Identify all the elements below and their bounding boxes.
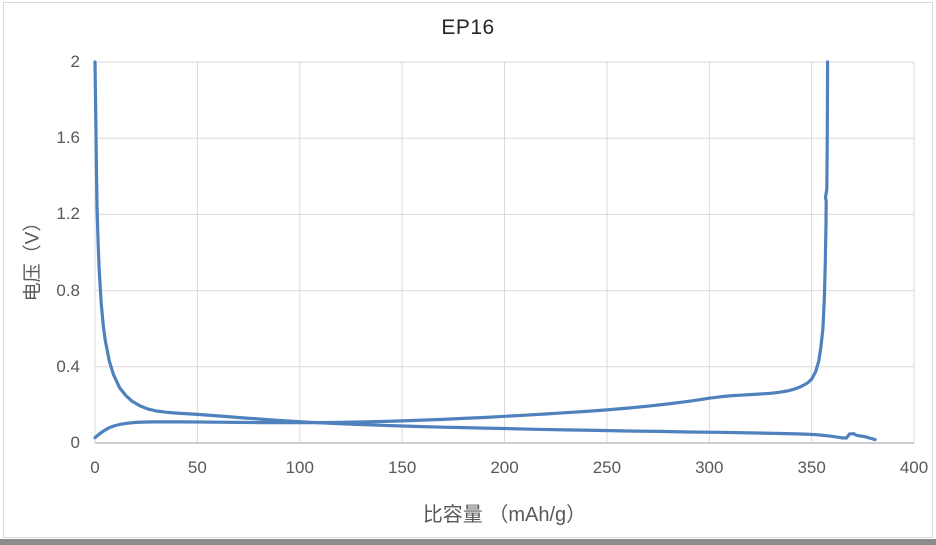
y-tick-label: 2 [70,52,80,71]
x-tick-label: 100 [285,458,314,477]
bottom-border-bar [0,539,936,545]
y-axis-title: 电压（V） [22,212,44,302]
y-tick-label: 0.4 [56,356,80,376]
x-tick-label: 150 [387,458,417,477]
x-tick-label: 400 [899,458,929,477]
x-tick-label: 0 [90,458,100,477]
x-tick-label: 50 [187,458,207,477]
x-tick-label: 350 [797,458,826,477]
y-tick-label: 1.6 [56,128,80,148]
x-axis-title: 比容量 （mAh/g） [422,504,587,526]
x-tick-label: 300 [695,458,724,477]
y-tick-label: 1.2 [56,204,80,224]
y-tick-label: 0.8 [56,280,80,300]
x-tick-label: 250 [592,458,622,477]
descending-curve [93,60,877,442]
chart-title: EP16 [441,16,495,39]
ascending-curve [93,60,830,440]
y-tick-label: 0 [70,433,80,452]
x-tick-label: 200 [490,458,519,477]
